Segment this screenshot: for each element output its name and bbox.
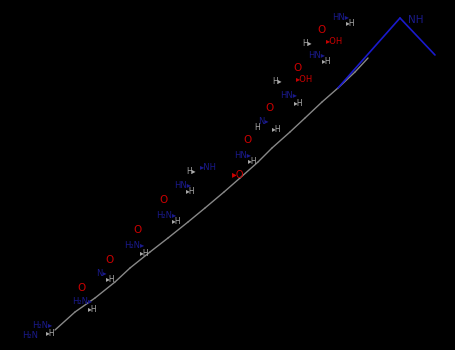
Text: HN▸: HN▸ xyxy=(308,50,325,60)
Text: ▸OH: ▸OH xyxy=(326,37,343,47)
Text: HN▸: HN▸ xyxy=(174,181,191,189)
Text: O: O xyxy=(294,63,302,73)
Text: ▸H: ▸H xyxy=(46,329,56,338)
Text: ▸H: ▸H xyxy=(294,98,303,107)
Text: ▸H: ▸H xyxy=(140,250,150,259)
Text: N▸: N▸ xyxy=(258,118,268,126)
Text: H₂N: H₂N xyxy=(22,331,38,341)
Text: H₂N▸: H₂N▸ xyxy=(72,298,92,307)
Text: HN▸: HN▸ xyxy=(234,150,251,160)
Text: O: O xyxy=(266,103,274,113)
Text: ▸OH: ▸OH xyxy=(296,76,313,84)
Text: H₂N▸: H₂N▸ xyxy=(32,322,52,330)
Text: NH: NH xyxy=(408,15,424,25)
Text: ▸H: ▸H xyxy=(322,57,332,66)
Text: O: O xyxy=(78,283,86,293)
Text: O: O xyxy=(106,255,114,265)
Text: ▸H: ▸H xyxy=(88,306,98,315)
Text: HN▸: HN▸ xyxy=(280,91,297,100)
Text: O: O xyxy=(160,195,168,205)
Text: O: O xyxy=(134,225,142,235)
Text: H₂N▸: H₂N▸ xyxy=(124,241,144,251)
Text: ▸H: ▸H xyxy=(106,275,116,285)
Text: ▸NH: ▸NH xyxy=(200,163,217,173)
Text: ▸H: ▸H xyxy=(346,20,356,28)
Text: H₂N▸: H₂N▸ xyxy=(156,211,176,220)
Text: ▸H: ▸H xyxy=(248,158,258,167)
Text: H▸: H▸ xyxy=(187,168,196,176)
Text: O: O xyxy=(244,135,252,145)
Text: H▸: H▸ xyxy=(273,77,282,86)
Text: O: O xyxy=(318,25,326,35)
Text: N▸: N▸ xyxy=(96,270,106,279)
Text: ▸H: ▸H xyxy=(272,126,282,134)
Text: HN▸: HN▸ xyxy=(332,14,349,22)
Text: ▸O: ▸O xyxy=(232,170,244,180)
Text: ▸H: ▸H xyxy=(172,217,182,226)
Text: ▸H: ▸H xyxy=(186,188,196,196)
Text: H: H xyxy=(254,122,260,132)
Text: H▸: H▸ xyxy=(303,40,312,49)
